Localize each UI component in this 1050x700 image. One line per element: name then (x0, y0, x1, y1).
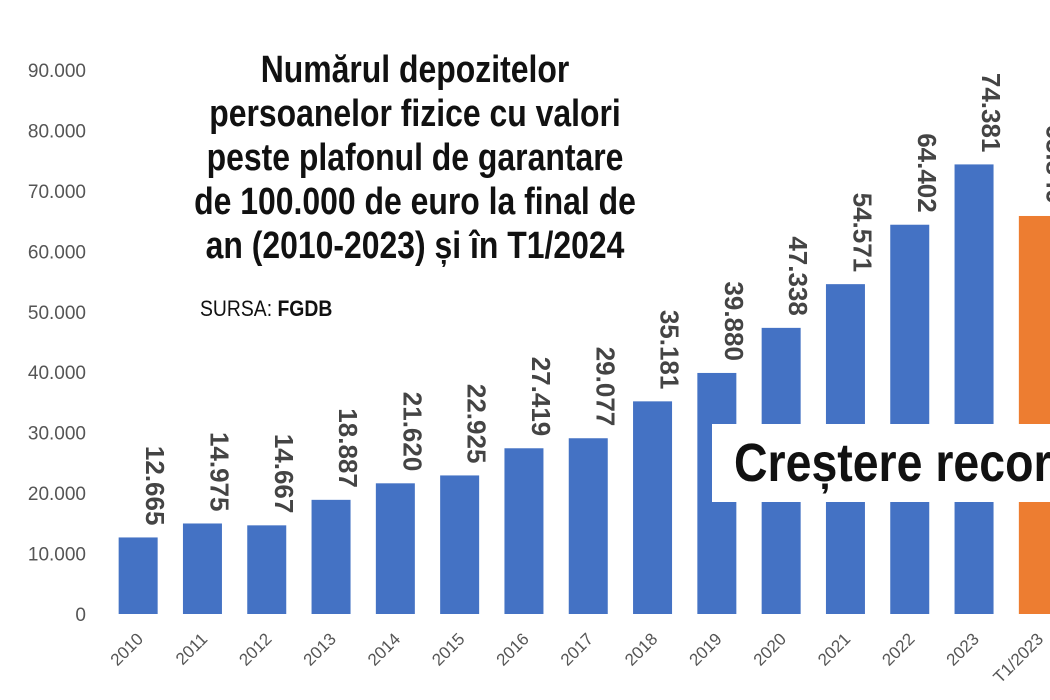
value-label: 27.419 (526, 357, 556, 437)
x-tick-label: 2018 (621, 629, 661, 669)
bar (311, 499, 351, 614)
x-tick-label: 2012 (235, 629, 275, 669)
value-label: 65.849 (1040, 124, 1050, 204)
value-label: 47.338 (783, 236, 813, 316)
bar (440, 475, 480, 614)
source-prefix: SURSA: (200, 296, 273, 321)
y-tick-label: 10.000 (28, 545, 86, 566)
y-tick-label: 70.000 (28, 182, 86, 203)
bar (890, 224, 930, 614)
bar (504, 448, 544, 614)
value-label: 21.620 (397, 392, 427, 472)
value-label: 29.077 (590, 347, 620, 427)
y-tick-label: 40.000 (28, 363, 86, 384)
chart-source: SURSA: FGDB (200, 296, 332, 322)
value-label: 74.381 (976, 73, 1006, 153)
bar (247, 525, 287, 614)
y-tick-label: 80.000 (28, 121, 86, 142)
x-tick-label: 2011 (172, 629, 211, 668)
headline-text: Creștere record (734, 433, 1050, 493)
x-tick-label: 2020 (750, 629, 790, 669)
y-tick-label: 60.000 (28, 242, 86, 263)
x-tick-label: 2021 (814, 629, 854, 669)
x-tick-label: 2019 (685, 629, 725, 669)
y-tick-label: 90.000 (28, 61, 86, 82)
headline-banner: Creștere record (712, 424, 1050, 502)
bar (118, 537, 158, 614)
x-tick-label: 2010 (107, 629, 147, 669)
x-tick-label: 2022 (878, 629, 918, 669)
bar (375, 483, 415, 614)
bar (182, 523, 222, 614)
bar (1018, 215, 1050, 614)
x-tick-label: 2015 (428, 629, 468, 669)
bar (954, 164, 994, 614)
x-tick-label: T1/2023 (990, 629, 1048, 687)
value-label: 22.925 (462, 384, 492, 464)
bar (633, 401, 673, 614)
value-label: 54.571 (847, 193, 877, 273)
value-label: 39.880 (719, 281, 749, 361)
value-label: 14.975 (204, 432, 234, 512)
y-tick-label: 30.000 (28, 424, 86, 445)
value-label: 64.402 (912, 133, 942, 213)
x-tick-label: 2023 (943, 629, 983, 669)
x-tick-label: 2014 (364, 629, 404, 669)
y-tick-label: 50.000 (28, 303, 86, 324)
value-label: 12.665 (140, 446, 170, 526)
value-label: 18.887 (333, 408, 363, 488)
x-tick-label: 2017 (557, 629, 597, 669)
x-tick-label: 2013 (300, 629, 340, 669)
y-tick-label: 0 (75, 605, 86, 626)
source-name: FGDB (277, 296, 333, 321)
value-label: 35.181 (655, 310, 685, 390)
x-tick-label: 2016 (493, 629, 533, 669)
value-label: 14.667 (269, 434, 299, 514)
y-tick-label: 20.000 (28, 484, 86, 505)
chart-title: Numărul depozitelor persoanelor fizice c… (194, 49, 636, 267)
bar (568, 438, 608, 614)
